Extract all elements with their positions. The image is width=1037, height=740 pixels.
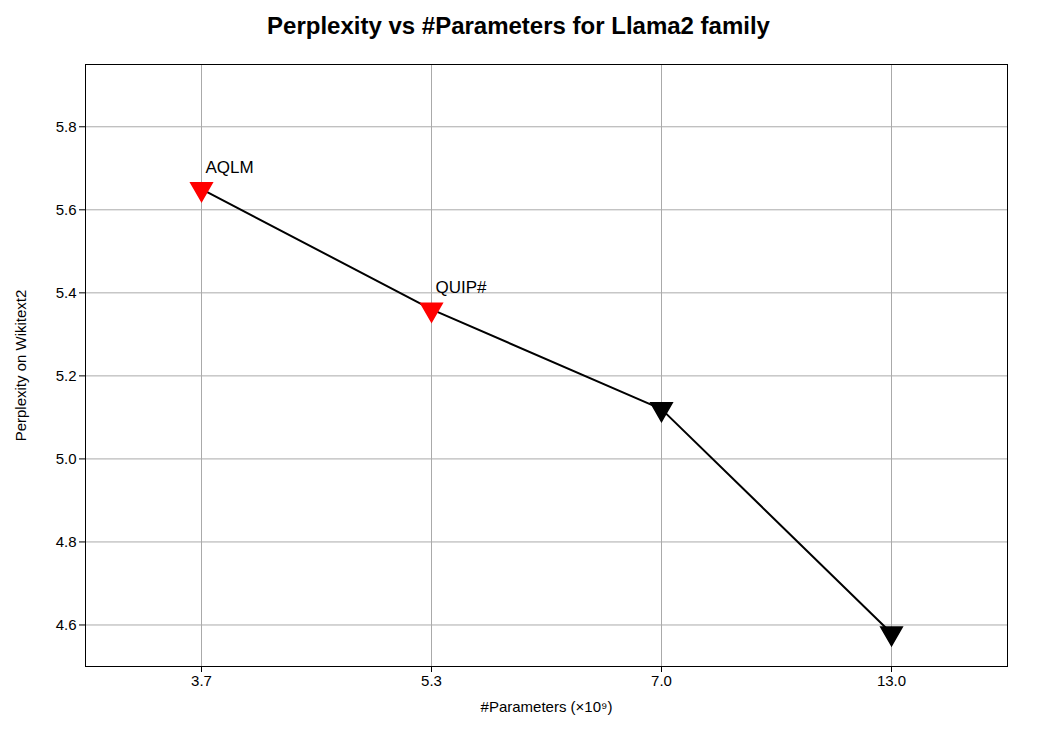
svg-text:QUIP#: QUIP# (436, 278, 488, 297)
svg-text:5.0: 5.0 (56, 450, 77, 467)
svg-text:5.4: 5.4 (56, 284, 77, 301)
svg-text:4.6: 4.6 (56, 616, 77, 633)
svg-text:5.6: 5.6 (56, 201, 77, 218)
svg-text:5.3: 5.3 (421, 672, 442, 689)
html-text:Perplexity vs #Parameters for: Perplexity vs #Parameters for Llama2 fam… (267, 12, 770, 39)
svg-text:AQLM: AQLM (206, 158, 254, 177)
svg-text:7.0: 7.0 (651, 672, 672, 689)
svg-text:4.8: 4.8 (56, 533, 77, 550)
svg-text:5.8: 5.8 (56, 118, 77, 135)
svg-text:#Parameters (×10⁹): #Parameters (×10⁹) (481, 698, 613, 715)
svg-text:13.0: 13.0 (877, 672, 906, 689)
svg-text:5.2: 5.2 (56, 367, 77, 384)
svg-text:3.7: 3.7 (191, 672, 212, 689)
svg-text:Perplexity on Wikitext2: Perplexity on Wikitext2 (12, 290, 29, 442)
